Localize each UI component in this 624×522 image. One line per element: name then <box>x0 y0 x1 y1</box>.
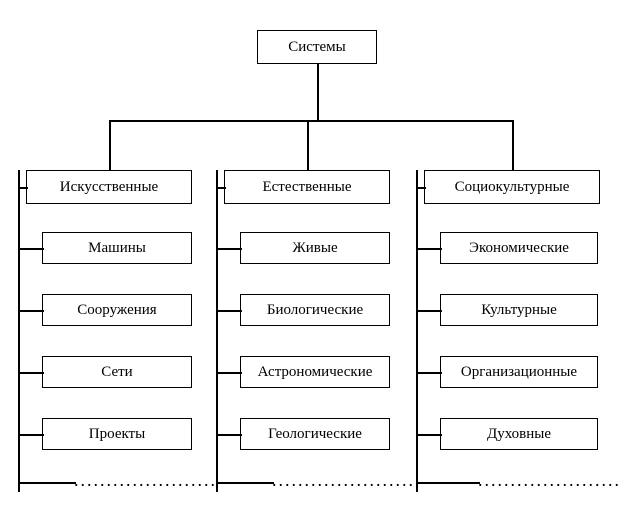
col-2-stub-dots <box>416 482 480 484</box>
col-1-item-1-label: Биологические <box>267 302 363 319</box>
col-1-stub-1 <box>216 310 242 312</box>
col-0-bus <box>18 170 20 492</box>
col-2-bus <box>416 170 418 492</box>
col-0-item-0-label: Машины <box>88 240 146 257</box>
col-0-ellipsis: ...................... <box>74 470 217 491</box>
col-2-item-3-label: Духовные <box>487 426 551 443</box>
col-2-item-1-label: Культурные <box>481 302 557 319</box>
col-2-item-2: Организационные <box>440 356 598 388</box>
trunk-h <box>109 120 514 122</box>
col-1-item-0-label: Живые <box>292 240 337 257</box>
col-1-item-1: Биологические <box>240 294 390 326</box>
col-0-item-2: Сети <box>42 356 192 388</box>
col-2-header-stub <box>416 187 426 189</box>
col-1-item-3: Геологические <box>240 418 390 450</box>
col-1-item-2: Астрономические <box>240 356 390 388</box>
diagram-canvas: Системы Искусственные Машины Сооружения Сети… <box>0 0 624 522</box>
col-0-stub-dots <box>18 482 76 484</box>
col-1-item-2-label: Астрономические <box>258 364 373 381</box>
col-2-header-label: Социокультурные <box>455 179 570 196</box>
col-0-stub-0 <box>18 248 44 250</box>
col-0-item-3: Проекты <box>42 418 192 450</box>
col-0-item-0: Машины <box>42 232 192 264</box>
col-2-item-0-label: Экономические <box>469 240 569 257</box>
col-1-stub-dots <box>216 482 274 484</box>
col-1-item-0: Живые <box>240 232 390 264</box>
col-2-ellipsis: ...................... <box>478 470 621 491</box>
root-node: Системы <box>257 30 377 64</box>
col-0-item-1-label: Сооружения <box>77 302 156 319</box>
col-1-header: Естественные <box>224 170 390 204</box>
col-0-stub-3 <box>18 434 44 436</box>
col-2-item-3: Духовные <box>440 418 598 450</box>
col-0-header-label: Искусственные <box>60 179 158 196</box>
root-node-label: Системы <box>288 39 345 56</box>
col-0-item-3-label: Проекты <box>89 426 145 443</box>
col-2-header: Социокультурные <box>424 170 600 204</box>
col-0-header: Искусственные <box>26 170 192 204</box>
col-2-item-0: Экономические <box>440 232 598 264</box>
trunk-drop-0 <box>109 120 111 172</box>
col-0-header-stub <box>18 187 28 189</box>
col-2-item-2-label: Организационные <box>461 364 577 381</box>
col-1-header-label: Естественные <box>262 179 351 196</box>
col-1-bus <box>216 170 218 492</box>
col-2-stub-0 <box>416 248 442 250</box>
col-0-stub-2 <box>18 372 44 374</box>
col-0-item-2-label: Сети <box>101 364 132 381</box>
col-1-stub-2 <box>216 372 242 374</box>
trunk-v <box>317 64 319 122</box>
col-0-stub-1 <box>18 310 44 312</box>
trunk-drop-2 <box>512 120 514 172</box>
col-1-item-3-label: Геологические <box>268 426 362 443</box>
col-2-stub-1 <box>416 310 442 312</box>
col-1-stub-3 <box>216 434 242 436</box>
col-2-stub-3 <box>416 434 442 436</box>
col-1-stub-0 <box>216 248 242 250</box>
col-1-header-stub <box>216 187 226 189</box>
col-2-stub-2 <box>416 372 442 374</box>
col-2-item-1: Культурные <box>440 294 598 326</box>
col-0-item-1: Сооружения <box>42 294 192 326</box>
trunk-drop-1 <box>307 120 309 172</box>
col-1-ellipsis: ...................... <box>272 470 415 491</box>
